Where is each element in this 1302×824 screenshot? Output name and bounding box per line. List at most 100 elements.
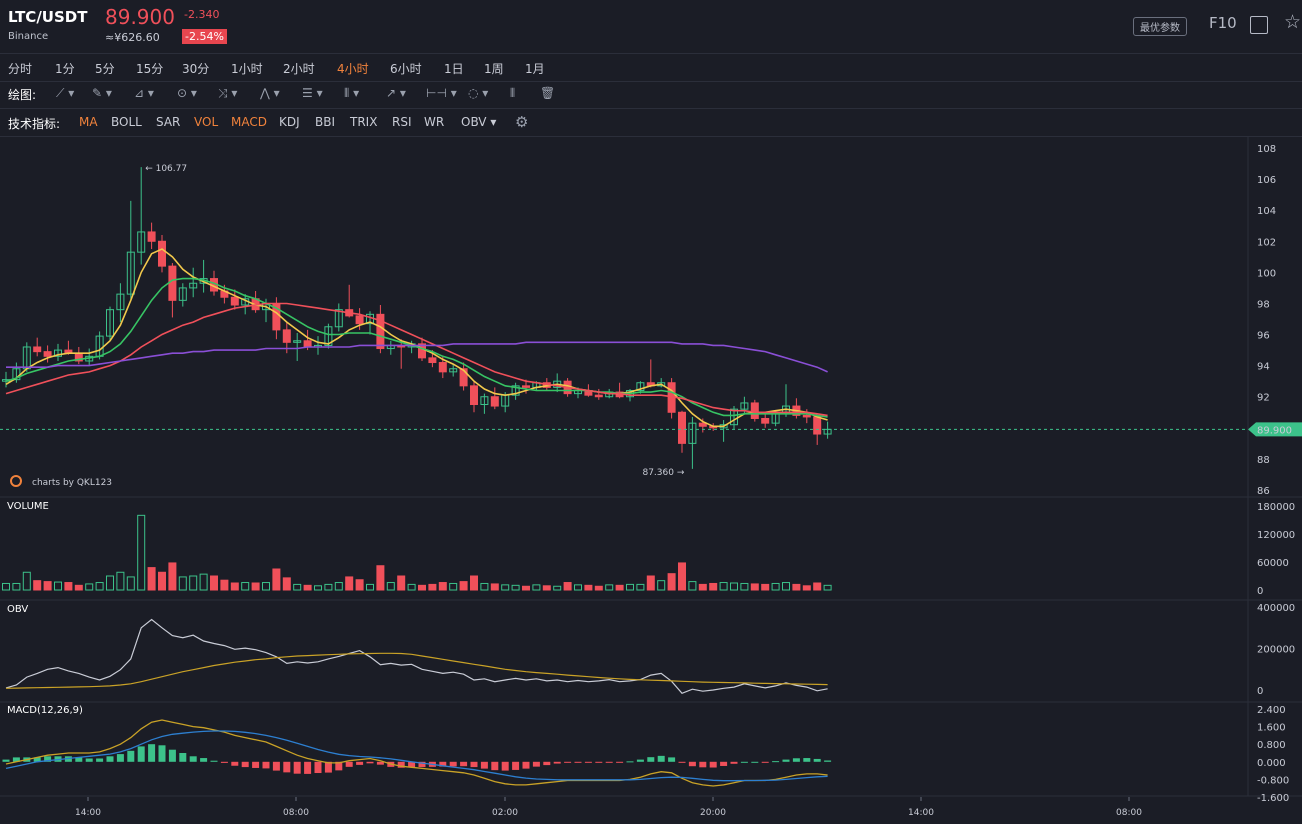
- volume-bar: [522, 585, 530, 591]
- volume-bar: [605, 584, 614, 591]
- indicator-boll[interactable]: BOLL: [111, 115, 142, 129]
- volume-bar: [314, 585, 322, 591]
- timeframe-1[interactable]: 1分: [55, 62, 75, 76]
- star-icon[interactable]: ☆: [1284, 11, 1302, 33]
- volume-bar: [282, 577, 291, 591]
- ma-line-ma3: [5, 302, 828, 417]
- volume-bar: [126, 576, 135, 591]
- candle-body: [459, 368, 468, 387]
- macd-line-dea: [5, 730, 828, 782]
- macd-bar: [210, 760, 218, 762]
- qkl-logo-icon: [10, 475, 22, 487]
- macd-bar: [564, 761, 572, 763]
- candle-body: [230, 296, 239, 306]
- f10-button[interactable]: F10: [1209, 14, 1237, 32]
- indicator-obv[interactable]: OBV ▾: [461, 115, 497, 129]
- current-price-tag: [1248, 422, 1302, 437]
- line-tool-icon[interactable]: ⟋ ▾: [56, 86, 75, 100]
- timeframe-2[interactable]: 5分: [95, 62, 115, 76]
- volume-bar: [147, 567, 156, 591]
- timeframe-11[interactable]: 1月: [525, 62, 545, 76]
- volume-bar: [740, 582, 749, 591]
- volume-bar: [792, 583, 801, 591]
- volume-bar: [802, 585, 811, 591]
- indicator-ma[interactable]: MA: [79, 115, 98, 129]
- cny-price: ≈¥626.60: [105, 31, 160, 44]
- trash-icon[interactable]: 🗑: [540, 86, 556, 100]
- settings-gear-icon[interactable]: ⚙: [515, 113, 529, 131]
- macd-bar: [553, 761, 561, 764]
- volume-bar: [594, 585, 603, 591]
- best-params-button[interactable]: 最优参数: [1133, 17, 1187, 36]
- macd-bar: [127, 750, 135, 762]
- comment-tool-icon[interactable]: ◌ ▾: [468, 86, 489, 100]
- indicator-sar[interactable]: SAR: [156, 115, 181, 129]
- timeframe-6[interactable]: 2小时: [283, 62, 315, 76]
- pattern-tool-icon[interactable]: ⋀ ▾: [260, 86, 280, 100]
- candle-body: [449, 368, 458, 373]
- macd-bar: [397, 761, 405, 768]
- indicator-wr[interactable]: WR: [424, 115, 445, 129]
- candle-body: [438, 362, 447, 373]
- timeframe-7[interactable]: 4小时: [337, 62, 369, 76]
- obv-axis-tick: 0: [1257, 686, 1263, 697]
- obv-axis-tick: 200000: [1257, 645, 1295, 656]
- fibonacci-tool-icon[interactable]: ☰ ▾: [302, 86, 323, 100]
- timeframe-4[interactable]: 30分: [182, 62, 210, 76]
- min-price-label: 87.360 →: [642, 468, 684, 478]
- indicator-bbi[interactable]: BBI: [315, 115, 336, 129]
- volume-bar: [636, 583, 645, 591]
- timeframe-5[interactable]: 1小时: [231, 62, 263, 76]
- macd-bar: [33, 757, 41, 762]
- indicator-trix[interactable]: TRIX: [350, 115, 378, 129]
- macd-bar: [356, 761, 364, 765]
- indicator-kdj[interactable]: KDJ: [279, 115, 300, 129]
- gann-tool-icon[interactable]: ⦀ ▾: [344, 86, 360, 100]
- macd-axis-tick: 1.600: [1257, 723, 1286, 734]
- x-axis-tick: 20:00: [700, 808, 726, 818]
- timeframe-9[interactable]: 1日: [444, 62, 464, 76]
- volume-bar: [272, 568, 281, 591]
- indicator-macd[interactable]: MACD: [231, 115, 267, 129]
- macd-bar: [189, 756, 197, 762]
- volume-bar: [418, 584, 426, 591]
- macd-axis-tick: 0.000: [1257, 758, 1286, 769]
- indicator-vol[interactable]: VOL: [194, 115, 219, 129]
- candle-body: [688, 422, 697, 444]
- indicator-rsi[interactable]: RSI: [392, 115, 412, 129]
- candle-body: [282, 329, 291, 343]
- volume-bar: [345, 576, 354, 591]
- candle-body: [334, 309, 343, 328]
- volume-bar: [761, 583, 770, 591]
- channel-tool-icon[interactable]: ⊿ ▾: [134, 86, 154, 100]
- volume-bar: [490, 583, 499, 591]
- macd-bar: [106, 756, 114, 762]
- shape-tool-icon[interactable]: ⊙ ▾: [177, 86, 197, 100]
- price-axis-tick: 86: [1257, 486, 1270, 497]
- watermark: charts by QKL123: [32, 478, 112, 488]
- timeframe-3[interactable]: 15分: [136, 62, 164, 76]
- macd-bar: [418, 761, 426, 768]
- macd-axis-tick: 0.800: [1257, 740, 1286, 751]
- macd-bar: [522, 761, 530, 769]
- volume-bar: [698, 583, 707, 591]
- macd-bar: [262, 761, 270, 769]
- measure-tool-icon[interactable]: ⊢⊣ ▾: [426, 86, 457, 100]
- price-change: -2.340: [184, 8, 220, 21]
- candle-body: [698, 422, 707, 427]
- timeframe-8[interactable]: 6小时: [390, 62, 422, 76]
- candle-body: [355, 315, 364, 325]
- volume-bar: [168, 562, 177, 591]
- timeframe-0[interactable]: 分时: [8, 62, 33, 76]
- macd-bar: [304, 761, 312, 774]
- volume-bar: [750, 583, 759, 591]
- chart-tool-icon[interactable]: ⫴: [510, 86, 516, 100]
- fullscreen-icon[interactable]: [1250, 16, 1268, 34]
- timeframe-10[interactable]: 1周: [484, 62, 504, 76]
- wave-tool-icon[interactable]: ⤨ ▾: [218, 86, 238, 100]
- arrow-tool-icon[interactable]: ↗ ▾: [386, 86, 406, 100]
- volume-bar: [334, 582, 343, 591]
- pen-tool-icon[interactable]: ✎ ▾: [92, 86, 112, 100]
- candle-body: [178, 287, 187, 301]
